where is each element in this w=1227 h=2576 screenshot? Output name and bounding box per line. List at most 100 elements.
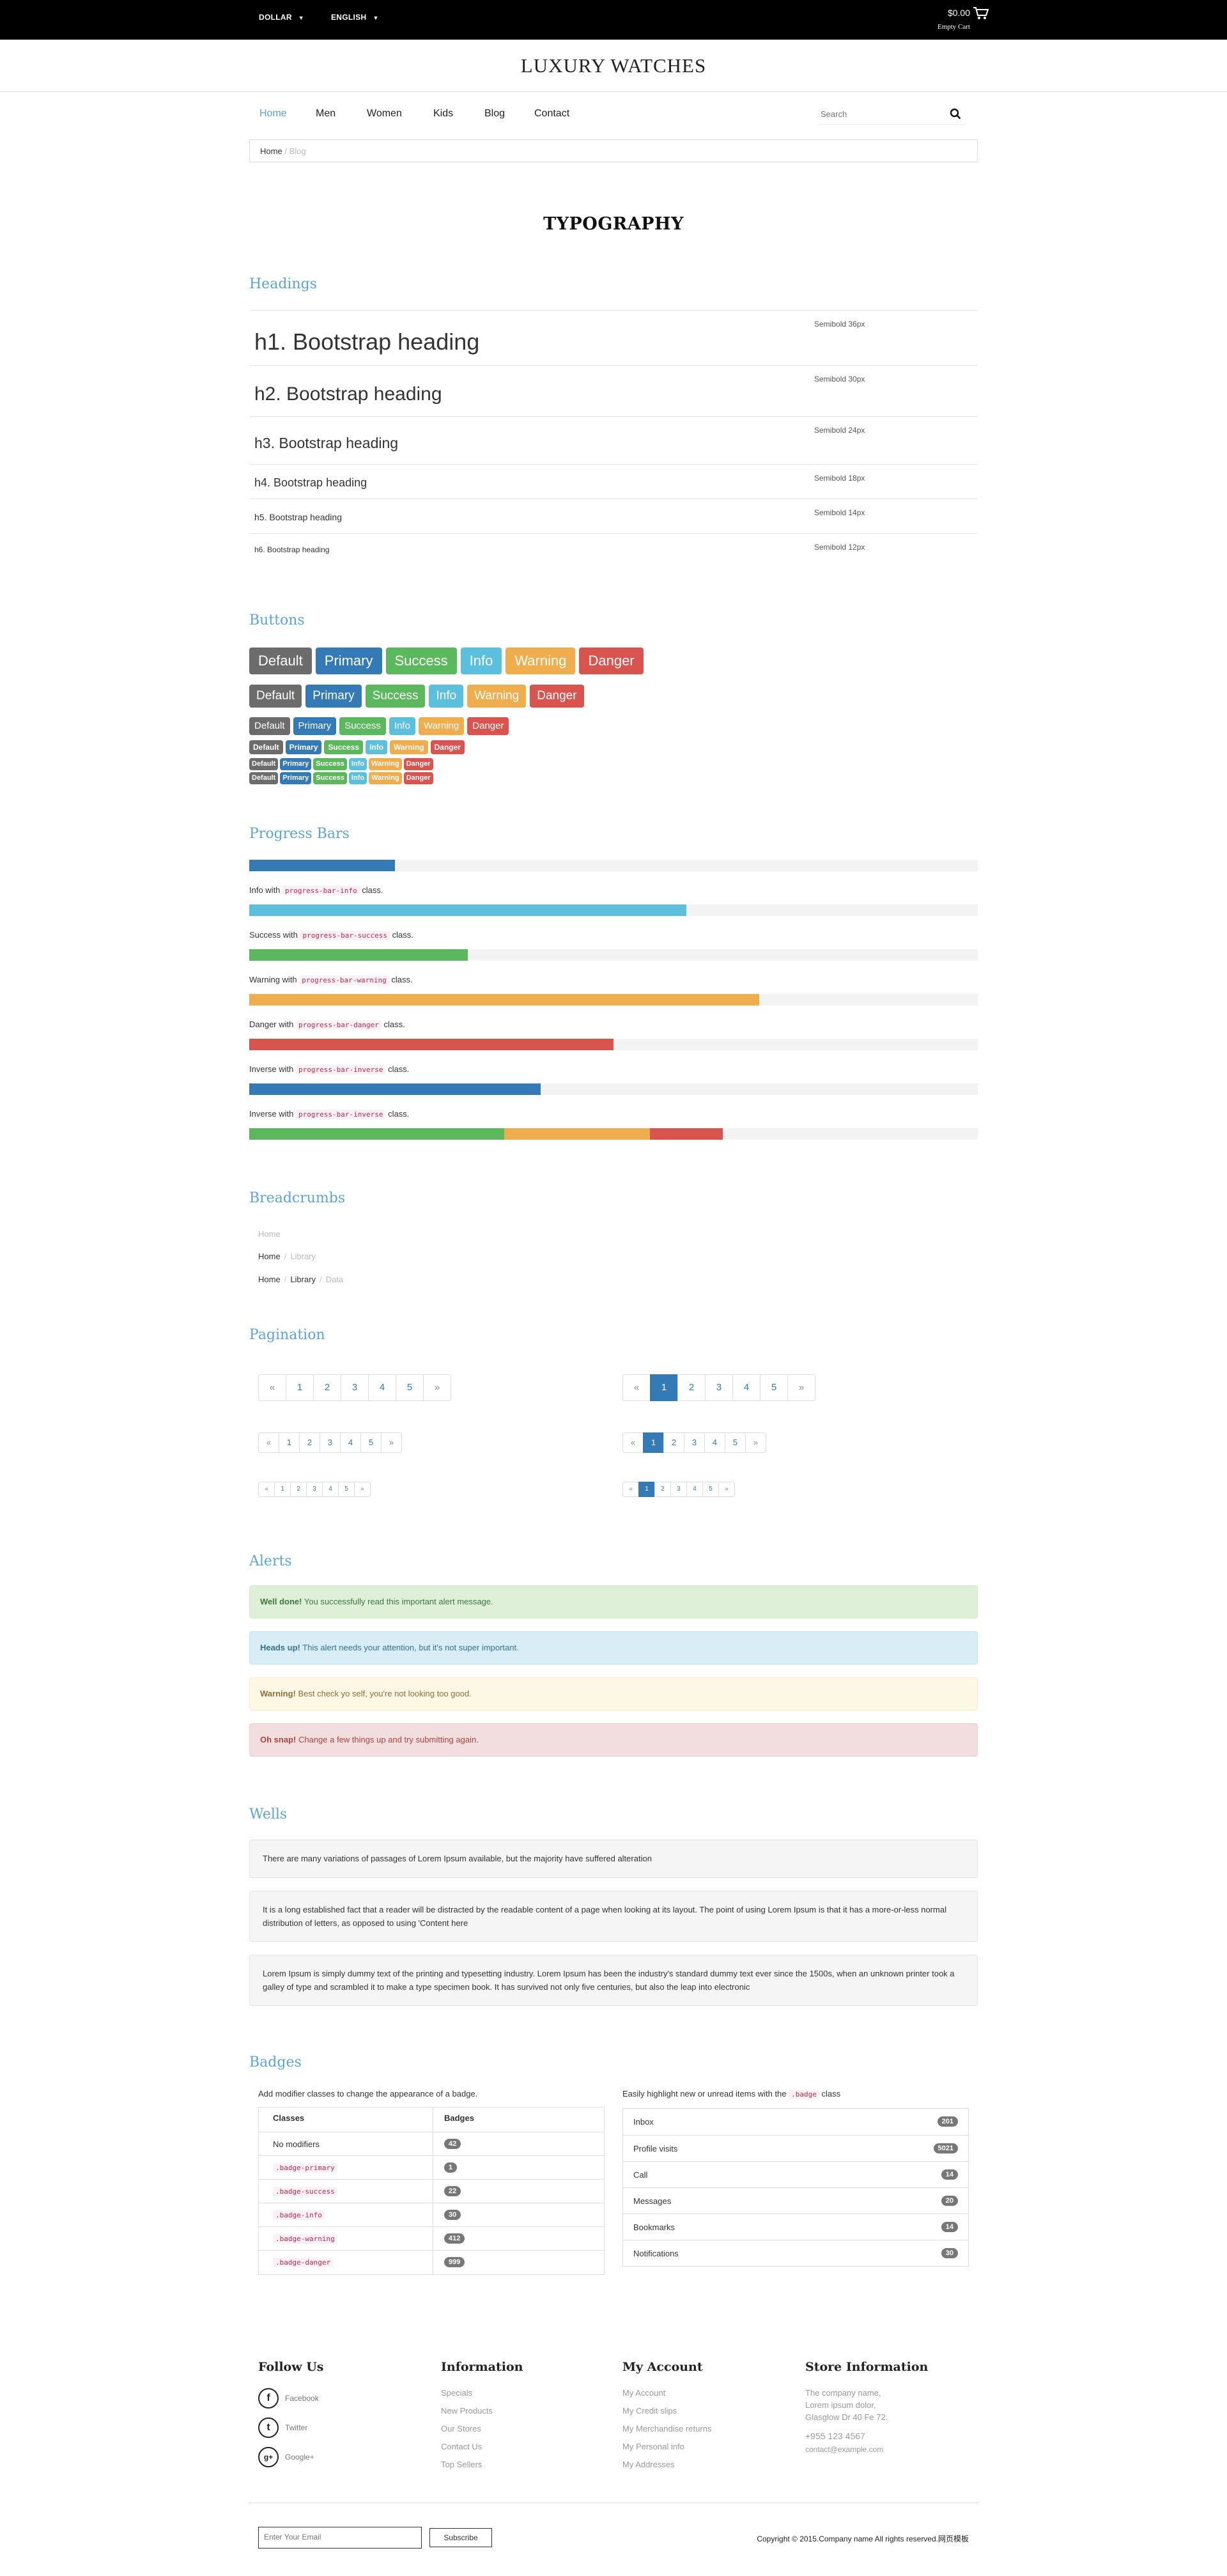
primary-button[interactable]: Primary [293,717,337,735]
page-prev[interactable]: « [258,1482,275,1497]
list-item[interactable]: Bookmarks 14 [623,2214,968,2240]
default-button[interactable]: Default [249,758,279,770]
success-button[interactable]: Success [385,648,457,674]
page-link[interactable]: 3 [670,1482,687,1497]
info-button[interactable]: Info [460,648,502,674]
default-button[interactable]: Default [249,740,283,754]
page-prev[interactable]: « [622,1482,639,1497]
page-next[interactable]: » [423,1374,451,1401]
footer-link[interactable]: Our Stores [441,2424,481,2433]
search-input[interactable] [818,104,933,123]
warning-button[interactable]: Warning [369,758,402,770]
currency-dropdown[interactable]: DOLLAR ▼ [259,13,304,22]
nav-blog[interactable]: Blog [484,108,505,119]
default-button[interactable]: Default [249,717,290,735]
page-link[interactable]: 3 [705,1374,733,1401]
breadcrumb-item[interactable]: Home [258,1252,281,1261]
page-link[interactable]: 5 [338,1482,355,1497]
page-next[interactable]: » [745,1432,766,1453]
page-link[interactable]: 3 [320,1432,341,1453]
warning-button[interactable]: Warning [505,648,576,674]
warning-button[interactable]: Warning [418,717,465,735]
cart-summary[interactable]: $0.00 Empty Cart [938,8,970,31]
page-link[interactable]: 1 [638,1482,655,1497]
primary-button[interactable]: Primary [305,685,362,708]
danger-button[interactable]: Danger [467,717,509,735]
list-item[interactable]: Call 14 [623,2161,968,2187]
social-facebook[interactable]: f Facebook [258,2388,323,2409]
page-next[interactable]: » [718,1482,735,1497]
page-link[interactable]: 2 [663,1432,684,1453]
page-next[interactable]: » [354,1482,371,1497]
nav-women[interactable]: Women [367,108,402,119]
page-link[interactable]: 3 [684,1432,705,1453]
breadcrumb-item[interactable]: Library [290,1275,316,1284]
list-item[interactable]: Messages 20 [623,2187,968,2214]
subscribe-button[interactable]: Subscribe [429,2528,492,2547]
page-link[interactable]: 2 [654,1482,671,1497]
warning-button[interactable]: Warning [369,772,402,784]
breadcrumb-item[interactable]: Home [258,1275,281,1284]
info-button[interactable]: Info [348,772,367,784]
footer-link[interactable]: My Merchandise returns [622,2424,712,2433]
success-button[interactable]: Success [324,740,364,754]
page-next[interactable]: » [787,1374,815,1401]
page-link[interactable]: 1 [643,1432,664,1453]
search-icon[interactable] [950,108,961,120]
footer-link[interactable]: My Account [622,2388,666,2398]
footer-link[interactable]: New Products [441,2406,493,2416]
page-link[interactable]: 4 [732,1374,760,1401]
page-link[interactable]: 5 [725,1432,746,1453]
store-email[interactable]: contact@example.com [805,2445,884,2454]
social-twitter[interactable]: t Twitter [258,2417,323,2438]
site-logo[interactable]: LUXURY WATCHES [520,54,707,77]
default-button[interactable]: Default [249,648,312,674]
page-link[interactable]: 2 [290,1482,307,1497]
danger-button[interactable]: Danger [403,758,433,770]
danger-button[interactable]: Danger [430,740,465,754]
page-link[interactable]: 4 [686,1482,703,1497]
page-link[interactable]: 1 [650,1374,678,1401]
info-button[interactable]: Info [389,717,415,735]
list-item[interactable]: Notifications 30 [623,2240,968,2266]
list-item[interactable]: Profile visits 5021 [623,2135,968,2161]
social-googleplus[interactable]: g+ Google+ [258,2447,323,2467]
page-link[interactable]: 2 [299,1432,320,1453]
warning-button[interactable]: Warning [390,740,428,754]
page-link[interactable]: 5 [360,1432,382,1453]
footer-link[interactable]: Specials [441,2388,473,2398]
page-prev[interactable]: « [622,1374,651,1401]
page-link[interactable]: 1 [286,1374,314,1401]
page-link[interactable]: 1 [279,1432,300,1453]
cart-icon[interactable] [973,6,989,20]
page-link[interactable]: 4 [704,1432,725,1453]
nav-contact[interactable]: Contact [534,108,570,119]
primary-button[interactable]: Primary [285,740,322,754]
nav-men[interactable]: Men [316,108,336,119]
page-link[interactable]: 5 [760,1374,788,1401]
footer-link[interactable]: Contact Us [441,2442,482,2451]
page-link[interactable]: 4 [340,1432,361,1453]
primary-button[interactable]: Primary [280,758,312,770]
nav-home[interactable]: Home [259,108,287,119]
danger-button[interactable]: Danger [403,772,433,784]
footer-link[interactable]: My Credit slips [622,2406,677,2416]
default-button[interactable]: Default [249,685,302,708]
page-link[interactable]: 5 [702,1482,719,1497]
breadcrumb-home[interactable]: Home [260,146,282,156]
success-button[interactable]: Success [313,758,347,770]
info-button[interactable]: Info [366,740,388,754]
footer-link[interactable]: My Addresses [622,2460,675,2469]
page-link[interactable]: 3 [306,1482,323,1497]
page-prev[interactable]: « [258,1374,286,1401]
page-prev[interactable]: « [622,1432,644,1453]
info-button[interactable]: Info [429,685,464,708]
success-button[interactable]: Success [365,685,426,708]
page-prev[interactable]: « [258,1432,279,1453]
page-link[interactable]: 4 [322,1482,339,1497]
page-next[interactable]: » [381,1432,402,1453]
newsletter-email-input[interactable] [259,2527,419,2547]
footer-link[interactable]: My Personal info [622,2442,684,2451]
warning-button[interactable]: Warning [467,685,527,708]
page-link[interactable]: 3 [341,1374,369,1401]
